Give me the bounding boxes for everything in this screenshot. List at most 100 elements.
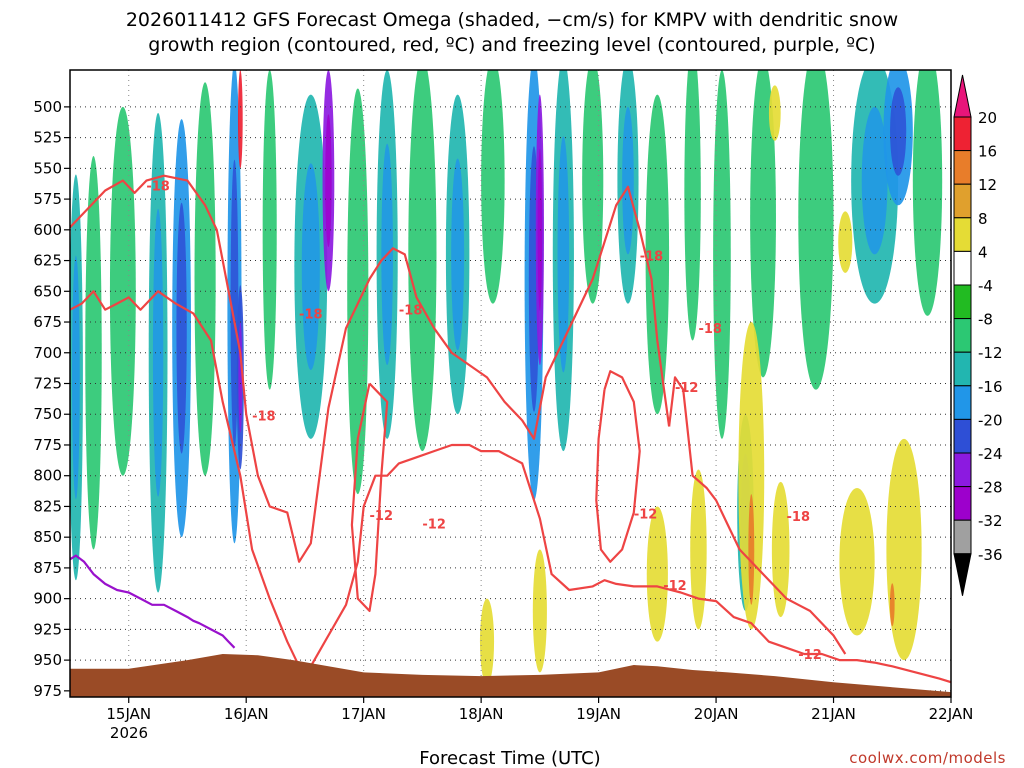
x-tick-label-4: 19JAN (576, 705, 621, 723)
colorbar-tick-1: 16 (978, 143, 997, 161)
colorbar-tick-9: -20 (978, 411, 1003, 429)
omega-cell-19 (582, 70, 604, 304)
y-tick-label-13: 825 (33, 497, 62, 515)
colorbar-bottom-arrow (953, 553, 972, 596)
contour-label-4: -18 (640, 250, 664, 265)
y-tick-label-2: 550 (33, 159, 62, 177)
omega-cell-34 (738, 322, 765, 630)
y-tick-label-16: 900 (33, 590, 62, 608)
contour-label-10: -12 (675, 381, 699, 396)
x-tick-label-6: 21JAN (811, 705, 856, 723)
colorbar-tick-11: -28 (978, 479, 1003, 497)
omega-core-14 (451, 158, 465, 351)
omega-cell-36 (771, 481, 790, 618)
omega-core-9 (301, 163, 320, 370)
colorbar-segment-5 (953, 284, 972, 320)
x-tick-label-3: 18JAN (459, 705, 504, 723)
omega-core-28 (890, 87, 907, 176)
y-tick-label-11: 775 (33, 436, 62, 454)
omega-core-6 (230, 159, 239, 448)
omega-cell-21 (645, 94, 670, 415)
y-tick-label-15: 875 (33, 559, 62, 577)
y-tick-label-9: 725 (33, 375, 62, 393)
omega-cell-29 (912, 70, 943, 316)
omega-core-18 (557, 136, 570, 373)
x-axis-label: Forecast Time (UTC) (419, 748, 600, 768)
omega-cell-2 (109, 106, 136, 476)
temperature-contours (70, 174, 951, 684)
omega-cell-41 (768, 85, 781, 141)
contour-label-1: -18 (252, 409, 276, 424)
omega-cell-25 (750, 70, 776, 378)
x-tick-label-1: 16JAN (224, 705, 269, 723)
omega-cell-5 (194, 82, 216, 476)
x-tick-label-5: 20JAN (694, 705, 739, 723)
omega-core-3 (152, 208, 164, 497)
omega-core-10 (325, 114, 332, 248)
colorbar-segment-4 (953, 250, 972, 286)
omega-cell-31 (532, 549, 547, 673)
contour-dgz-bottom (70, 290, 951, 684)
omega-cell-35 (748, 494, 755, 605)
y-tick-label-1: 525 (33, 129, 62, 147)
y-tick-label-6: 650 (33, 282, 62, 300)
omega-cell-40 (838, 211, 853, 273)
x-tick-label-7: 22JAN (929, 705, 974, 723)
y-axis: 500 525 550 575 600 625 650 675 700 725 750 775 800 8… (33, 98, 70, 700)
y-tick-label-7: 675 (33, 313, 62, 331)
colorbar-segment-9 (953, 418, 972, 454)
omega-cell-37 (839, 488, 875, 636)
colorbar-segment-11 (953, 486, 972, 521)
y-tick-label-14: 850 (33, 528, 62, 546)
y-tick-label-17: 925 (33, 620, 62, 638)
colorbar-segment-3 (953, 217, 972, 252)
chart-title-line1: 2026011412 GFS Forecast Omega (shaded, −… (126, 9, 898, 31)
omega-cell-11 (347, 88, 369, 495)
omega-core-27 (861, 106, 888, 255)
omega-cell-39 (889, 583, 895, 627)
contour-label-9: -12 (422, 518, 446, 533)
y-tick-label-12: 800 (33, 467, 62, 485)
y-tick-label-0: 500 (33, 98, 62, 116)
contour-dgz-top (70, 174, 671, 563)
colorbar-tick-13: -36 (978, 546, 1003, 564)
omega-cell-33 (690, 469, 707, 630)
colorbar-segment-2 (953, 183, 972, 219)
x-tick-label-0: 15JAN (106, 705, 151, 723)
colorbar: 20 16 12 8 4 -4 -8 -12 -16 -20 -24 -28 -32 -36 (953, 74, 1003, 596)
contour--18-right (668, 376, 847, 655)
omega-core-4 (176, 202, 187, 454)
colorbar-tick-3: 8 (978, 210, 988, 228)
y-tick-label-18: 950 (33, 651, 62, 669)
omega-cell-13 (408, 70, 437, 452)
contour-label-13: -12 (798, 648, 822, 663)
colorbar-segment-0 (953, 116, 972, 152)
omega-cell-38 (886, 438, 922, 661)
colorbar-tick-2: 12 (978, 176, 997, 194)
colorbar-top-arrow (953, 74, 972, 118)
colorbar-tick-10: -24 (978, 445, 1003, 463)
y-tick-label-4: 600 (33, 221, 62, 239)
omega-core-17 (537, 148, 543, 311)
colorbar-tick-4: 4 (978, 243, 988, 261)
omega-shading (70, 70, 943, 685)
colorbar-tick-5: -4 (978, 277, 993, 295)
colorbar-tick-8: -16 (978, 378, 1003, 396)
x-tick-label-2: 17JAN (341, 705, 386, 723)
contour-label-11: -12 (634, 508, 658, 523)
colorbar-segment-8 (953, 385, 972, 420)
y-tick-label-3: 575 (33, 190, 62, 208)
y-tick-label-10: 750 (33, 405, 62, 423)
x-axis: 15JAN 16JAN 17JAN 18JAN 19JAN 20JAN 21JAN 22JAN (106, 697, 973, 723)
contour-label-8: -12 (370, 509, 394, 524)
y-tick-label-19: 975 (33, 682, 62, 700)
omega-cell-32 (646, 506, 668, 642)
omega-core-20 (622, 106, 634, 255)
omega-core-0 (71, 255, 80, 500)
omega-cell-15 (481, 70, 505, 304)
colorbar-tick-6: -8 (978, 311, 993, 329)
contour-label-6: -18 (787, 510, 811, 525)
contour-label-12: -12 (663, 579, 687, 594)
contour-label-5: -18 (698, 322, 722, 337)
